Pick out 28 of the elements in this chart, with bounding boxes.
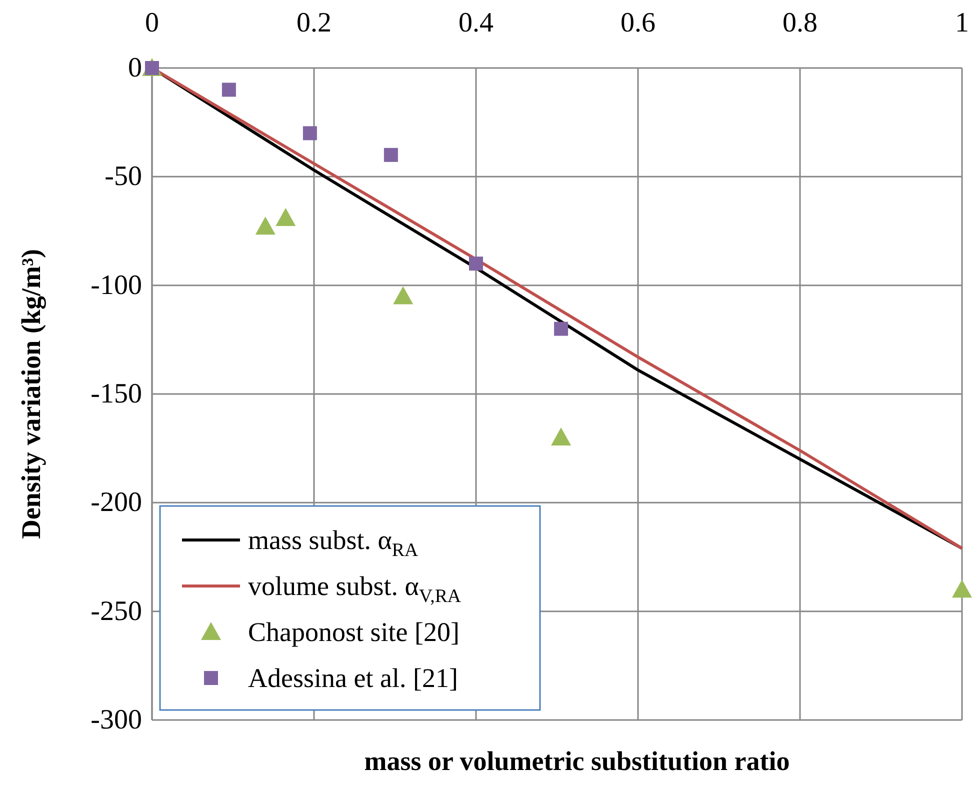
point [554,322,568,336]
legend-label: Chaponost site [20] [248,617,460,647]
point [302,126,317,140]
x-tick-label: 0.6 [620,8,656,38]
point [393,286,414,304]
y-axis-title: Density variation (kg/m³) [16,248,46,540]
y-tick-label: -100 [90,270,142,301]
legend-label: Adessina et al. [21] [248,663,458,693]
y-tick-label: -50 [104,161,142,192]
point [952,580,972,598]
point [469,256,483,271]
legend-label: volume subst. α$_{V,RA}$ [248,571,462,607]
x-tick-label: 0.4 [458,8,494,38]
y-tick-label: -300 [90,704,142,736]
x-tick-label: 0.8 [782,8,818,38]
point [384,148,398,162]
x-tick-label: 0.2 [296,8,332,38]
point [551,427,572,446]
point [255,216,276,235]
x-tick-label: 1 [955,8,969,38]
y-tick-label: 0 [128,52,142,84]
x-axis-title: mass or volumetric substitution ratio [364,746,790,776]
y-tick-label: -200 [90,487,142,518]
legend-label: mass subst. α$_{RA}$ [248,525,419,561]
y-tick-label: -150 [90,378,142,410]
y-tick-label: -250 [90,596,142,627]
point [222,82,236,97]
point [276,208,296,226]
